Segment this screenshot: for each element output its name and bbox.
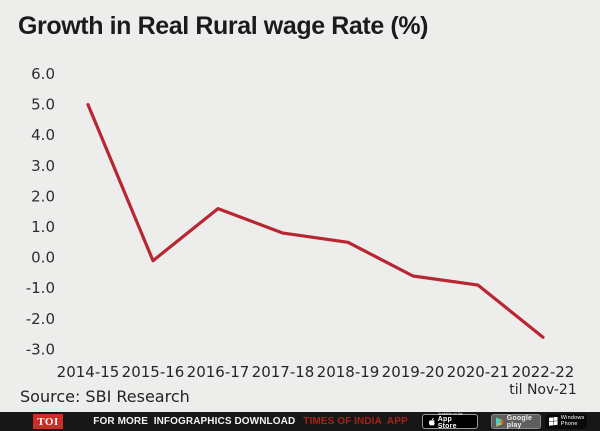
app-store-line1: Available on the — [437, 411, 463, 416]
x-axis-label: 2019-20 — [382, 363, 445, 381]
wage-growth-line — [86, 102, 545, 339]
x-axis-label: 2014-15 — [57, 363, 120, 381]
windows-line1: Windows — [560, 415, 585, 421]
x-axis-label: 2016-17 — [187, 363, 250, 381]
y-axis-tick: 2.0 — [31, 187, 55, 205]
y-axis-tick: 5.0 — [31, 96, 55, 114]
y-axis-tick: 0.0 — [31, 249, 55, 267]
promo-red-text: TIMES OF INDIA APP — [303, 416, 408, 427]
y-axis-tick: -2.0 — [26, 310, 55, 328]
y-axis-tick: -1.0 — [26, 279, 55, 297]
x-axis-label: 2018-19 — [317, 363, 380, 381]
apple-icon — [428, 417, 435, 425]
x-axis-label: 2022-22 — [512, 363, 575, 381]
y-axis-tick: -3.0 — [26, 340, 55, 358]
google-play-badge: Google play — [490, 414, 541, 429]
footer-bar: TOI FOR MORE INFOGRAPHICS DOWNLOAD TIMES … — [0, 412, 600, 431]
google-play-line2: Google play — [506, 414, 533, 429]
app-store-badge: Available on the App Store — [421, 411, 478, 431]
windows-icon — [548, 417, 558, 426]
y-axis-tick: 1.0 — [31, 218, 55, 236]
source-text: Source: SBI Research — [20, 387, 190, 406]
google-play-icon — [495, 416, 504, 427]
windows-phone-badge: Windows Phone — [544, 414, 587, 429]
toi-logo: TOI — [33, 414, 63, 429]
x-axis-label: 2020-21 — [447, 363, 510, 381]
y-axis-tick: 3.0 — [31, 157, 55, 175]
promo-white-text: FOR MORE INFOGRAPHICS DOWNLOAD — [93, 416, 296, 427]
x-axis-label: 2015-16 — [122, 363, 185, 381]
windows-line2: Phone — [560, 420, 578, 427]
x-axis-sub-label: til Nov-21 — [509, 382, 577, 398]
page-title: Growth in Real Rural wage Rate (%) — [18, 12, 429, 40]
y-axis-tick: 4.0 — [31, 126, 55, 144]
x-axis-label: 2017-18 — [252, 363, 315, 381]
app-store-line2: App Store — [437, 416, 457, 431]
y-axis-tick: 6.0 — [31, 65, 55, 83]
footer-promo-text: FOR MORE INFOGRAPHICS DOWNLOAD TIMES OF I… — [76, 405, 408, 431]
